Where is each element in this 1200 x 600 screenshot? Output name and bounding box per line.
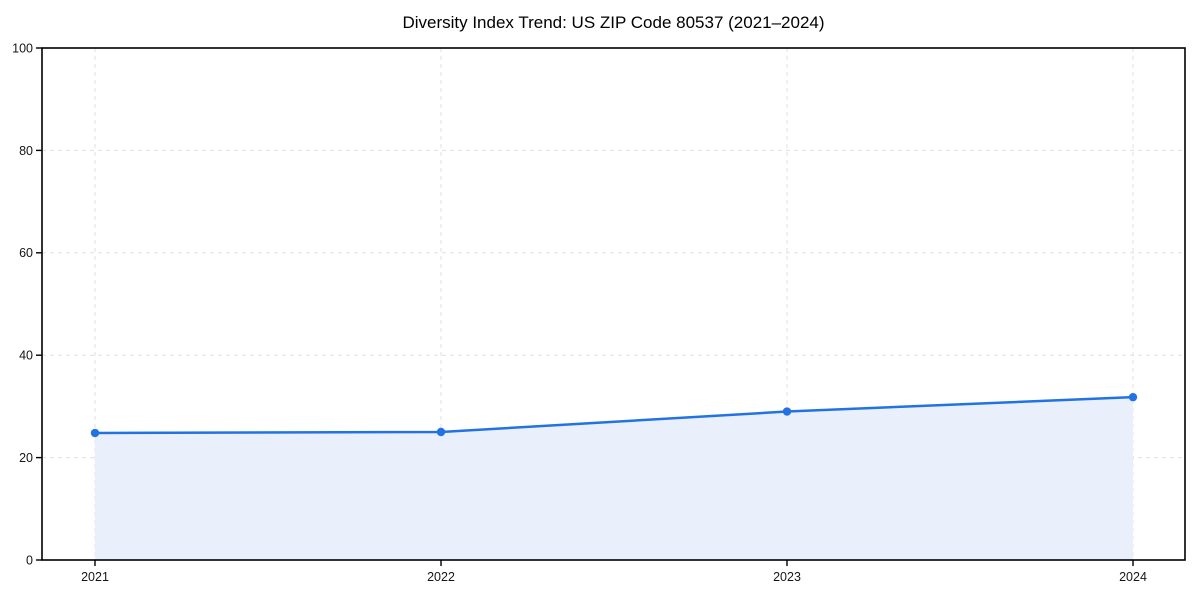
data-point <box>436 427 446 437</box>
data-point <box>90 428 100 438</box>
x-tick-label: 2022 <box>427 570 455 584</box>
y-tick-label: 20 <box>19 451 33 465</box>
x-axis: 2021 2022 2023 2024 <box>81 560 1147 584</box>
y-axis: 0 20 40 60 80 100 <box>12 41 42 567</box>
data-point-markers <box>90 392 1138 438</box>
trend-line <box>93 395 1135 435</box>
x-tick-label: 2021 <box>81 570 109 584</box>
data-point <box>782 407 792 416</box>
area-fill <box>95 397 1133 560</box>
x-tick-label: 2024 <box>1119 570 1147 584</box>
x-tick-label: 2023 <box>773 570 801 584</box>
y-tick-label: 40 <box>19 349 33 363</box>
y-tick-label: 0 <box>26 553 33 567</box>
chart-title: Diversity Index Trend: US ZIP Code 80537… <box>402 13 824 32</box>
y-tick-label: 60 <box>19 246 33 260</box>
y-tick-label: 100 <box>12 41 33 55</box>
data-point <box>1128 392 1138 402</box>
plot-frame <box>41 47 1186 561</box>
y-tick-label: 80 <box>19 144 33 158</box>
